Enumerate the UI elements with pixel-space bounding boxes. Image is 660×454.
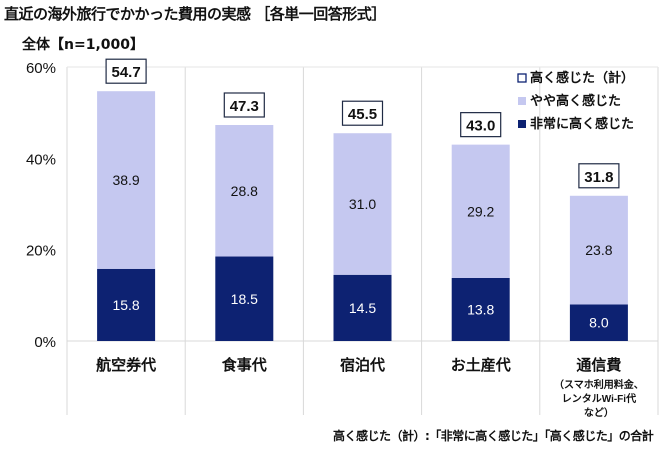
data-label: 14.5 [349, 300, 376, 316]
category-label: 食事代 [222, 356, 267, 374]
bar-segment [451, 144, 510, 278]
bar-segment [97, 268, 156, 341]
total-label-box [105, 58, 147, 84]
legend-swatch [517, 73, 527, 83]
stacked-bar-chart: 0% 20% 40% 60% 15.8 38.9 54.7 航空券代 18.5 28.8 47.3 食… [26, 58, 659, 419]
data-label: 18.5 [231, 291, 258, 307]
legend-swatch [518, 97, 526, 105]
total-label: 47.3 [230, 98, 259, 115]
data-label: 8.0 [589, 315, 609, 331]
category-label: 宿泊代 [340, 356, 385, 374]
bar-segment [333, 133, 392, 275]
total-label: 31.8 [584, 169, 613, 186]
bar-segment [215, 124, 274, 257]
y-tick-label: 20% [26, 243, 56, 260]
total-label-box [460, 112, 502, 138]
legend-label: やや高く感じた [530, 93, 621, 108]
chart-title: 直近の海外旅行でかかった費用の実感 ［各単一回答形式］ [4, 5, 386, 23]
total-label-box [578, 163, 620, 189]
data-label: 29.2 [467, 203, 494, 219]
category-label: お土産代 [451, 356, 511, 374]
data-label: 23.8 [585, 242, 612, 258]
category-note: （スマホ利用料金、 [554, 378, 644, 391]
data-label: 38.9 [112, 172, 139, 188]
y-tick-label: 40% [26, 151, 56, 168]
bar-segment [215, 256, 274, 341]
category-note: など） [584, 406, 614, 419]
data-label: 15.8 [112, 297, 139, 313]
total-label-box [223, 92, 265, 118]
data-label: 13.8 [467, 301, 494, 317]
footnote: 高く感じた（計）:「非常に高く感じた」「高く感じた」の合計 [333, 429, 654, 443]
bar-segment [451, 277, 510, 341]
bar-segment [569, 195, 628, 305]
y-tick-label: 60% [26, 60, 56, 77]
data-label: 31.0 [349, 196, 376, 212]
bar-segment [333, 274, 392, 341]
legend-label: 高く感じた（計） [530, 70, 634, 85]
total-label: 45.5 [348, 106, 377, 123]
total-label: 43.0 [466, 118, 495, 135]
data-label: 28.8 [231, 183, 258, 199]
bar-segment [97, 91, 156, 269]
category-label: 通信費 [576, 356, 621, 374]
total-label: 54.7 [111, 64, 140, 81]
y-tick-label: 0% [34, 334, 56, 351]
legend-label: 非常に高く感じた [530, 116, 634, 131]
category-note: レンタルWi-Fi代 [562, 392, 636, 405]
total-label-box [341, 100, 384, 126]
category-label: 航空券代 [96, 356, 156, 374]
legend-swatch [518, 120, 526, 128]
bar-segment [569, 304, 628, 341]
chart-subtitle: 全体【n=1,000】 [22, 37, 144, 53]
